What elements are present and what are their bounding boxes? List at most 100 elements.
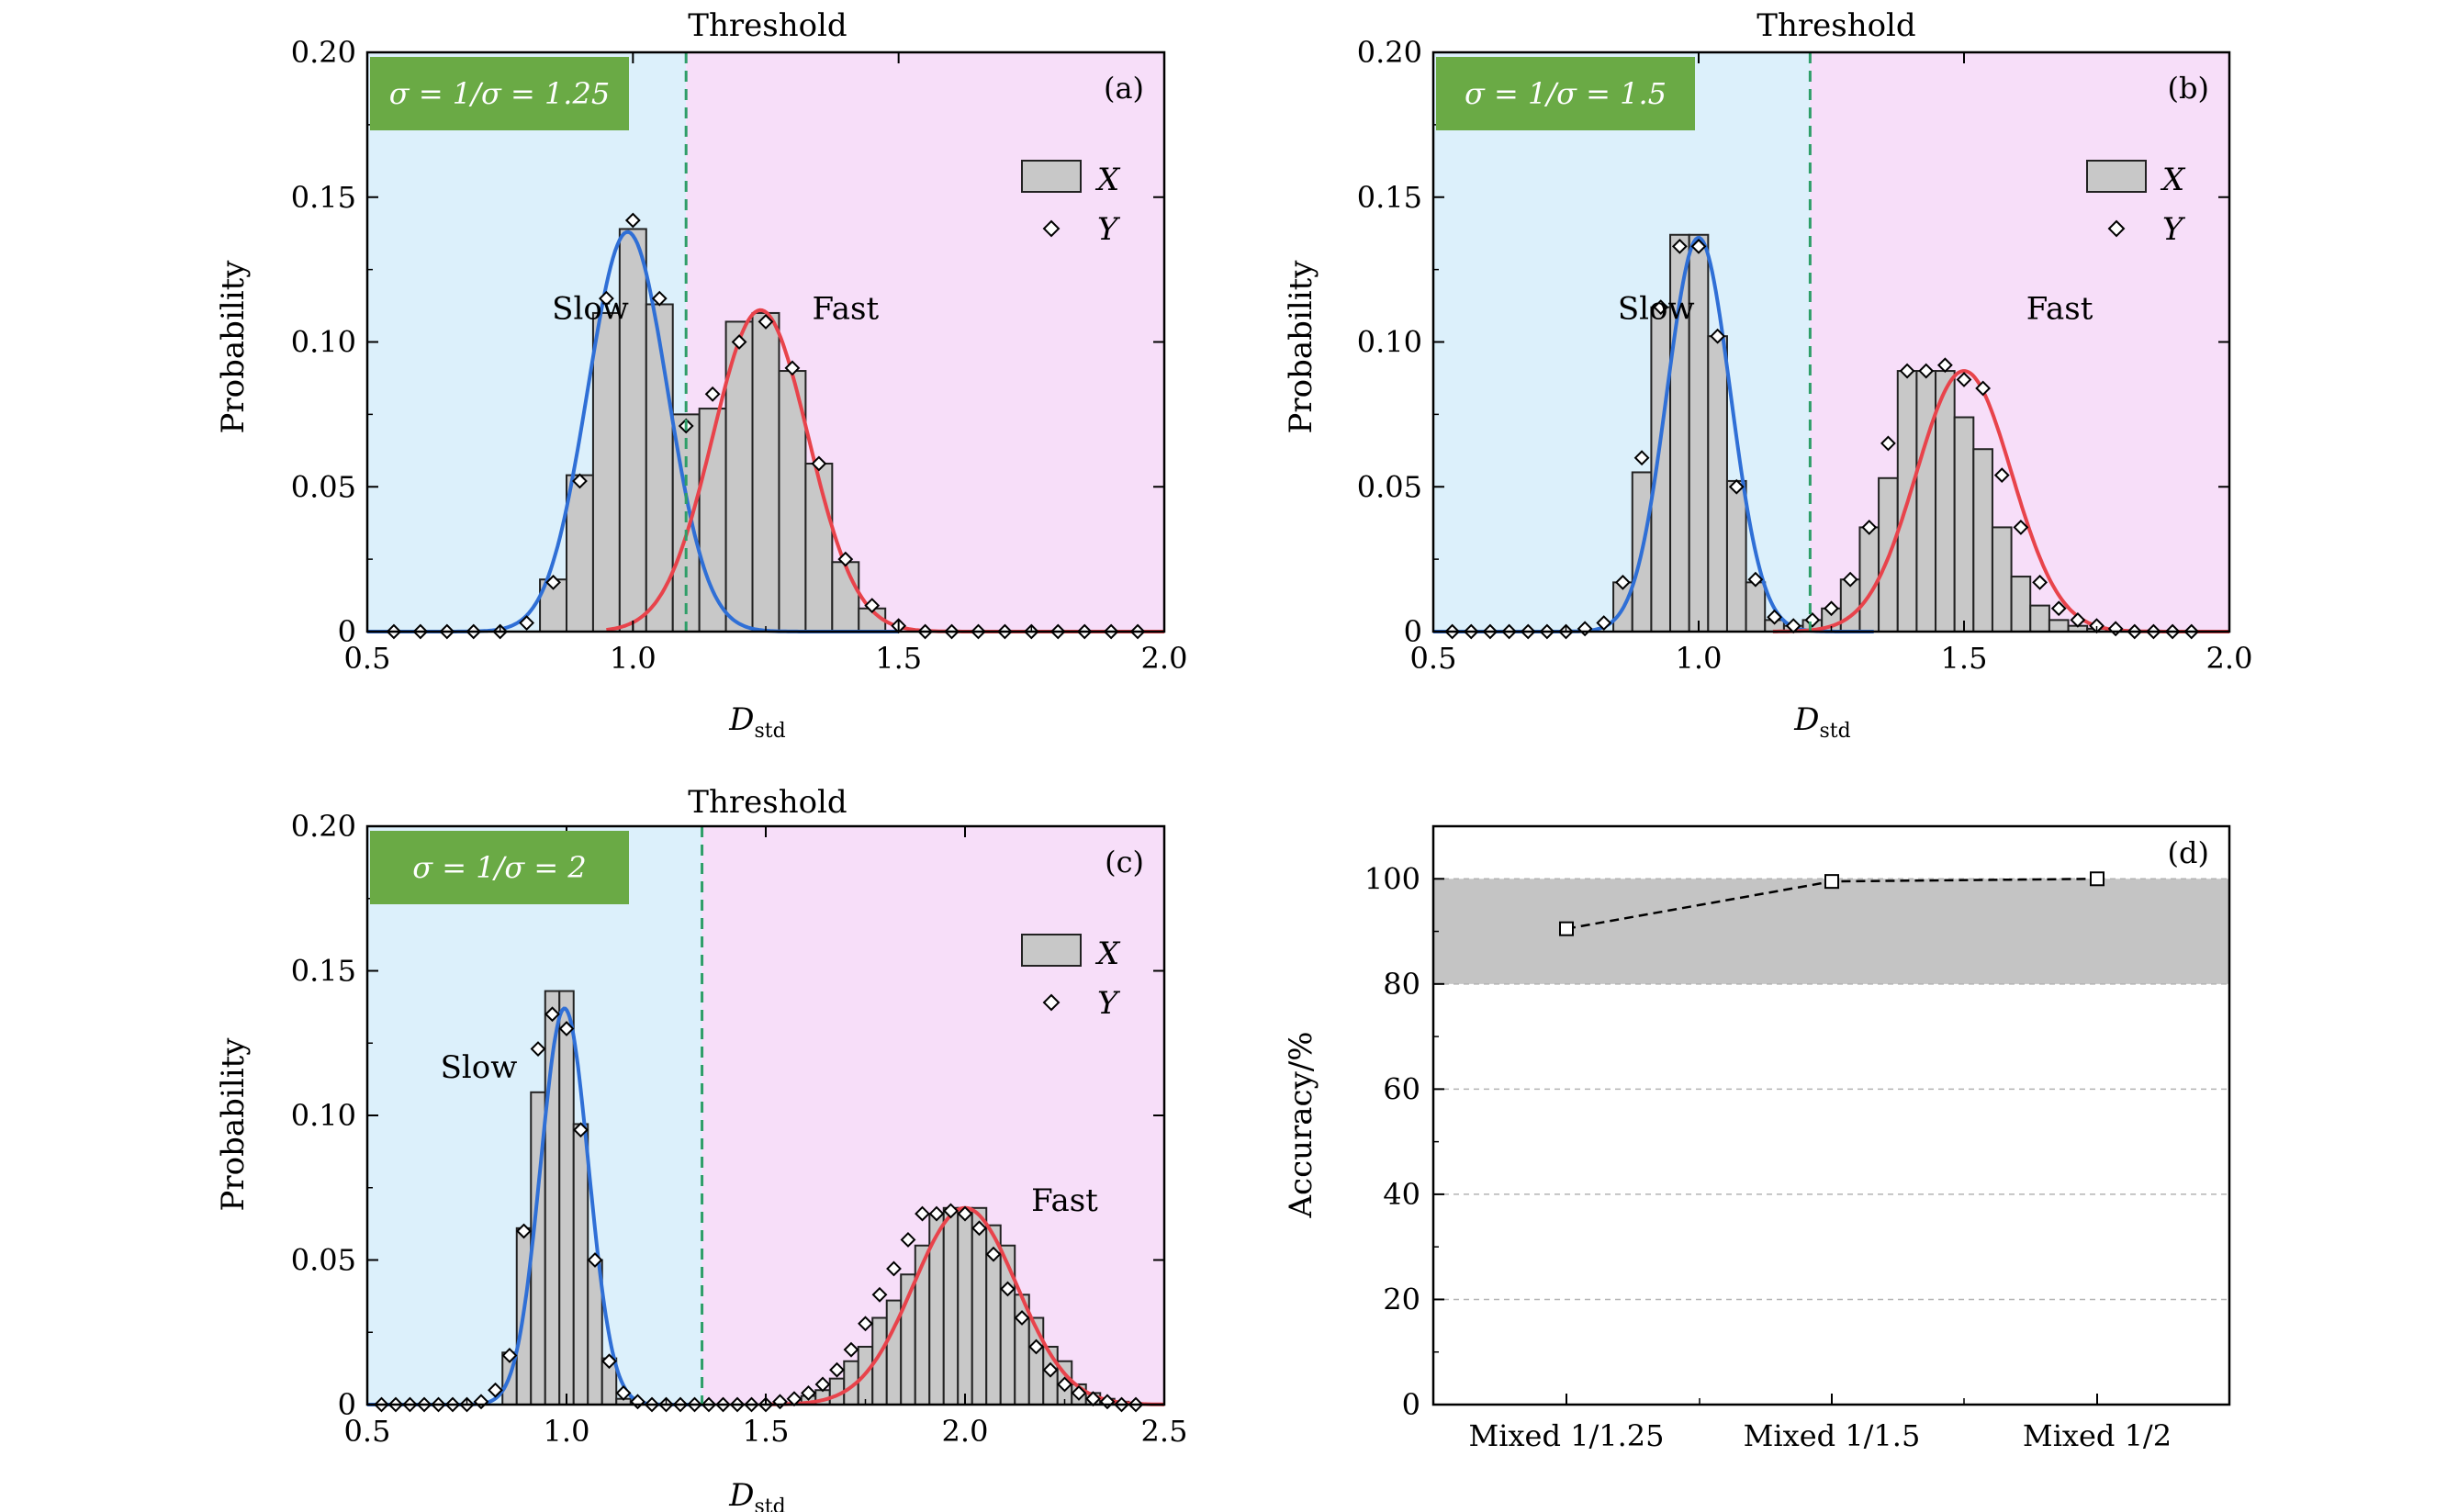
bar-c-23 — [999, 1244, 1016, 1406]
marker-a-7 — [572, 473, 588, 489]
marker-b-24 — [1899, 363, 1915, 379]
marker-a-17 — [837, 551, 854, 567]
marker-c-38 — [915, 1205, 930, 1222]
ytick-label-b-0: 0 — [1404, 614, 1422, 649]
ytick-label-c-3: 0.15 — [291, 954, 356, 989]
sigma-badge-text-c: σ = 1/σ = 2 — [412, 850, 587, 885]
xlabel-c-sub: std — [755, 1495, 786, 1512]
xtick-label-c-1: 1.0 — [544, 1414, 590, 1449]
bar-c-4 — [558, 990, 575, 1406]
marker-c-46 — [1028, 1338, 1044, 1355]
marker-c-11 — [530, 1041, 546, 1057]
bar-b-6 — [1725, 479, 1747, 633]
ytick-label-d-3: 60 — [1383, 1071, 1420, 1106]
bar-b-18 — [1953, 416, 1975, 633]
panel-c: Threshold Probability Dstd 0.5 1.0 1.5 2.0 2… — [215, 784, 1187, 1512]
marker-b-8 — [1596, 615, 1612, 631]
xtick-label-d-2: Mixed 1/2 — [2023, 1418, 2172, 1453]
marker-b-23 — [1880, 435, 1896, 452]
legend-swatch-x-c — [1021, 934, 1082, 967]
legend-label-y-b: Y — [2162, 211, 2186, 248]
xlabel-b-sub: std — [1820, 720, 1851, 743]
marker-c-17 — [615, 1384, 632, 1401]
legend-swatch-y-b — [2107, 219, 2126, 238]
marker-c-44 — [1000, 1281, 1016, 1297]
accuracy-band-d — [1433, 879, 2229, 984]
marker-c-9 — [501, 1348, 518, 1363]
ytick-label-d-0: 0 — [1402, 1387, 1420, 1422]
bar-b-12 — [1839, 578, 1861, 633]
marker-b-20 — [1824, 600, 1839, 617]
bar-b-7 — [1745, 581, 1767, 633]
marker-b-11 — [1653, 299, 1669, 316]
fast-label-a: Fast — [812, 290, 879, 327]
marker-c-12 — [544, 1006, 560, 1023]
bar-a-8 — [751, 311, 780, 633]
xlabel-a: Dstd — [728, 701, 785, 743]
marker-b-15 — [1728, 478, 1745, 495]
marker-c-40 — [943, 1203, 959, 1219]
marker-c-8 — [488, 1382, 503, 1398]
legend-label-x-b: X — [2160, 162, 2186, 198]
slow-label-a: Slow — [552, 290, 629, 327]
ytick-label-a-4: 0.20 — [291, 35, 356, 70]
marker-c-48 — [1057, 1376, 1072, 1393]
xlabel-a-main: D — [728, 701, 754, 738]
accuracy-point-d-0 — [1559, 921, 1574, 936]
marker-b-28 — [1975, 380, 1992, 397]
marker-a-8 — [598, 290, 614, 307]
xtick-label-b-2: 1.5 — [1941, 641, 1988, 676]
sigma-badge-text-a: σ = 1/σ = 1.25 — [389, 76, 610, 111]
marker-c-37 — [900, 1232, 916, 1248]
slow-label-b: Slow — [1618, 290, 1695, 327]
xtick-label-a-3: 2.0 — [1141, 641, 1188, 676]
panel-letter-d: (d) — [2168, 835, 2209, 870]
bar-b-23 — [2048, 619, 2070, 633]
xtick-label-c-2: 1.5 — [743, 1414, 790, 1449]
panel-letter-a: (a) — [1104, 71, 1144, 106]
sigma-badge-text-b: σ = 1/σ = 1.5 — [1465, 76, 1667, 111]
xlabel-c: Dstd — [728, 1477, 785, 1512]
slow-label-c: Slow — [441, 1049, 518, 1086]
xtick-label-c-0: 0.5 — [344, 1414, 391, 1449]
ytick-label-d-1: 20 — [1383, 1282, 1420, 1316]
panel-letter-b: (b) — [2168, 71, 2209, 106]
marker-b-33 — [2070, 611, 2086, 628]
ylabel-d: Accuracy/% — [1283, 1031, 1319, 1218]
marker-b-27 — [1956, 372, 1972, 387]
marker-c-45 — [1014, 1310, 1030, 1326]
xtick-label-a-2: 1.5 — [875, 641, 922, 676]
marker-b-32 — [2050, 600, 2067, 617]
legend-swatch-x-a — [1021, 160, 1082, 193]
bar-b-19 — [1972, 448, 1993, 633]
ytick-label-b-3: 0.15 — [1357, 180, 1422, 215]
xlabel-b-main: D — [1793, 701, 1819, 738]
marker-a-12 — [704, 386, 721, 402]
marker-b-30 — [2013, 520, 2029, 535]
threshold-label-b: Threshold — [1757, 7, 1915, 44]
ylabel-b: Probability — [1283, 260, 1319, 434]
threshold-label-c: Threshold — [688, 784, 847, 821]
ytick-label-d-2: 40 — [1383, 1177, 1420, 1212]
xtick-label-c-3: 2.0 — [942, 1414, 989, 1449]
marker-a-13 — [731, 334, 747, 350]
bar-c-20 — [957, 1206, 973, 1406]
marker-c-39 — [928, 1205, 945, 1222]
ytick-label-c-1: 0.05 — [291, 1243, 356, 1278]
marker-c-13 — [558, 1021, 575, 1036]
legend-label-x-c: X — [1094, 935, 1121, 972]
ytick-label-a-2: 0.10 — [291, 325, 356, 360]
marker-c-36 — [886, 1260, 902, 1277]
marker-c-30 — [801, 1384, 816, 1401]
legend-swatch-x-b — [2086, 160, 2147, 193]
ytick-label-c-4: 0.20 — [291, 809, 356, 844]
xtick-label-b-3: 2.0 — [2206, 641, 2253, 676]
marker-c-14 — [573, 1122, 589, 1138]
bar-c-5 — [572, 1123, 589, 1406]
sigma-badge-a — [370, 57, 629, 130]
legend-label-y-c: Y — [1097, 985, 1121, 1022]
bar-a-2 — [591, 311, 621, 633]
marker-c-16 — [601, 1353, 617, 1370]
bar-b-5 — [1707, 335, 1728, 633]
